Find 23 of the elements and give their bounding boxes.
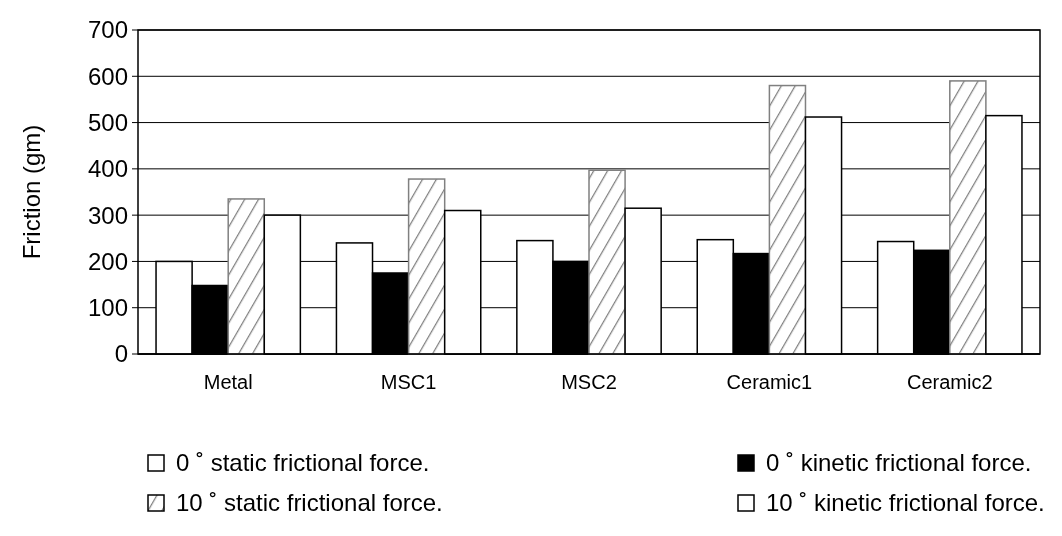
- y-tick-label: 100: [87, 294, 128, 322]
- x-tick-label: MSC1: [380, 371, 437, 393]
- y-tick-label: 0: [114, 340, 128, 368]
- y-tick-label: 400: [87, 155, 128, 183]
- x-tick-label: Metal: [203, 371, 253, 393]
- legend-label: 10 ˚ static frictional force.: [176, 489, 443, 517]
- y-tick-label: 700: [87, 16, 128, 44]
- x-tick-label: Ceramic2: [907, 371, 993, 393]
- bar: [407, 178, 446, 355]
- bar: [768, 84, 807, 355]
- y-tick-label: 300: [87, 201, 128, 229]
- legend-label: 0 ˚ static frictional force.: [176, 449, 430, 477]
- y-tick-label: 600: [87, 62, 128, 90]
- y-tick-label: 200: [87, 247, 128, 275]
- legend-label: 0 ˚ kinetic frictional force.: [766, 449, 1032, 477]
- bar: [227, 198, 266, 355]
- y-axis-title: Friction (gm): [18, 124, 45, 260]
- y-tick-label: 500: [87, 108, 128, 136]
- x-tick-label: MSC2: [561, 371, 617, 393]
- bar: [949, 80, 987, 355]
- legend-label: 10 ˚ kinetic frictional force.: [766, 489, 1045, 517]
- x-tick-label: Ceramic1: [726, 371, 813, 393]
- bar: [588, 169, 626, 355]
